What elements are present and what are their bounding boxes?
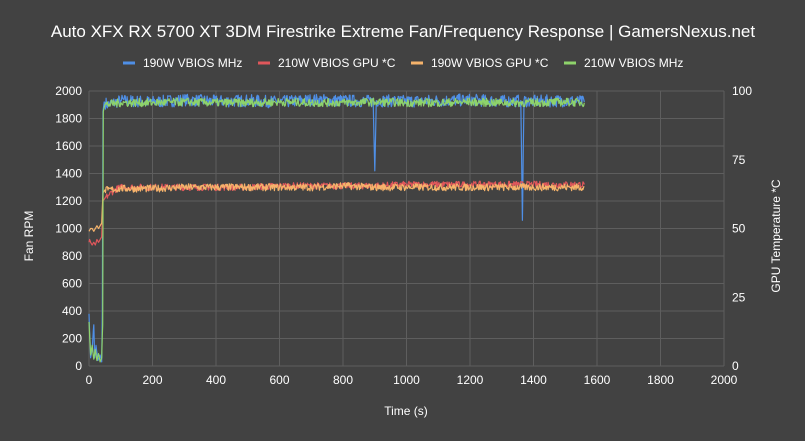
y-right-tick-label: 0 — [732, 359, 739, 373]
series-line-3 — [88, 182, 585, 232]
x-tick-label: 2000 — [711, 373, 738, 387]
x-tick-label: 1400 — [520, 373, 547, 387]
x-tick-label: 200 — [142, 373, 162, 387]
x-tick-label: 1200 — [457, 373, 484, 387]
x-tick-labels: 0 200 400 600 800 1000 1200 1400 1600 1800 2000 — [86, 373, 738, 387]
legend-item: 210W VBIOS MHz — [564, 56, 683, 70]
legend-label: 190W VBIOS GPU *C — [431, 56, 549, 70]
grid — [88, 90, 725, 367]
y-axis-right-label: GPU Temperature *C — [769, 179, 783, 292]
y-right-tick-labels: 0 25 50 75 100 — [732, 84, 752, 373]
y-left-tick-label: 200 — [62, 332, 82, 346]
series-line-4 — [88, 97, 585, 363]
y-left-tick-label: 2000 — [55, 84, 82, 98]
y-left-tick-label: 400 — [62, 304, 82, 318]
legend: 190W VBIOS MHz 210W VBIOS GPU *C 190W VBIO… — [123, 56, 683, 70]
legend-item: 190W VBIOS MHz — [123, 56, 242, 70]
y-right-tick-label: 50 — [732, 222, 746, 236]
y-left-tick-label: 800 — [62, 249, 82, 263]
x-tick-label: 1000 — [393, 373, 420, 387]
legend-label: 190W VBIOS MHz — [143, 56, 242, 70]
legend-item: 190W VBIOS GPU *C — [411, 56, 549, 70]
y-left-tick-labels: 0 200 400 600 800 1000 1200 1400 1600 1800 2000 — [55, 84, 82, 373]
y-left-tick-label: 0 — [75, 359, 82, 373]
y-left-tick-label: 1400 — [55, 167, 82, 181]
legend-label: 210W VBIOS MHz — [584, 56, 683, 70]
x-tick-label: 400 — [206, 373, 226, 387]
y-right-tick-label: 100 — [732, 84, 752, 98]
chart-title: Auto XFX RX 5700 XT 3DM Firestrike Extre… — [51, 22, 755, 41]
y-right-tick-label: 25 — [732, 290, 746, 304]
y-left-tick-label: 1800 — [55, 112, 82, 126]
x-tick-label: 0 — [86, 373, 93, 387]
legend-label: 210W VBIOS GPU *C — [278, 56, 396, 70]
x-tick-label: 1600 — [584, 373, 611, 387]
x-axis-label: Time (s) — [384, 404, 428, 418]
legend-item: 210W VBIOS GPU *C — [258, 56, 396, 70]
y-left-tick-label: 1600 — [55, 139, 82, 153]
y-right-tick-label: 75 — [732, 153, 746, 167]
x-tick-label: 600 — [269, 373, 289, 387]
y-left-tick-label: 1000 — [55, 222, 82, 236]
y-axis-left-label: Fan RPM — [22, 211, 36, 262]
y-left-tick-label: 1200 — [55, 194, 82, 208]
x-tick-label: 800 — [333, 373, 353, 387]
series-layer — [88, 93, 585, 363]
y-left-tick-label: 600 — [62, 277, 82, 291]
x-tick-label: 1800 — [647, 373, 674, 387]
